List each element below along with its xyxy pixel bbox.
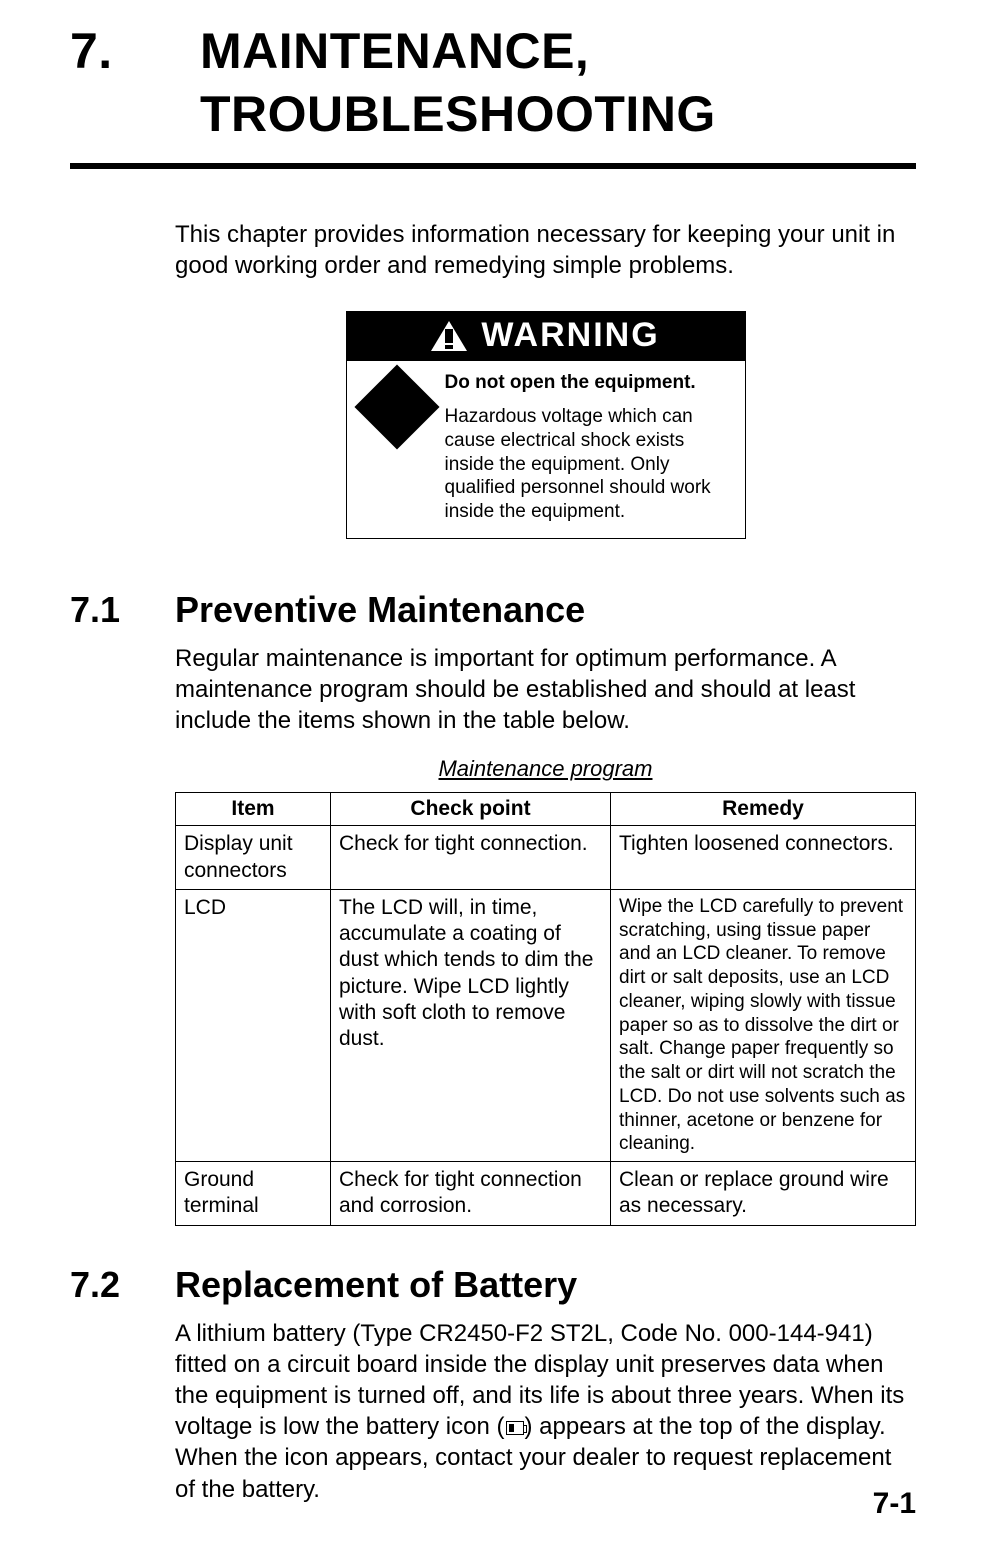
table-cell-remedy: Tighten loosened connectors.: [611, 826, 916, 890]
table-row: LCD The LCD will, in time, accumulate a …: [176, 889, 916, 1161]
chapter-title-line1: MAINTENANCE,: [200, 23, 589, 79]
chapter-title-line2: TROUBLESHOOTING: [200, 86, 716, 142]
warning-header: WARNING: [347, 312, 745, 361]
table-row: Display unit connectors Check for tight …: [176, 826, 916, 890]
table-cell-check: The LCD will, in time, accumulate a coat…: [331, 889, 611, 1161]
section-7-1-paragraph: Regular maintenance is important for opt…: [175, 643, 916, 737]
section-7-2-number: 7.2: [70, 1264, 175, 1306]
table-row: Ground terminal Check for tight connecti…: [176, 1162, 916, 1226]
section-7-2-heading: 7.2Replacement of Battery: [70, 1264, 916, 1306]
chapter-title: 7.MAINTENANCE, TROUBLESHOOTING: [70, 20, 916, 145]
section-7-1-heading: 7.1Preventive Maintenance: [70, 589, 916, 631]
warning-triangle-icon: [431, 321, 467, 351]
table-cell-check: Check for tight connection and corrosion…: [331, 1162, 611, 1226]
chapter-rule: [70, 163, 916, 169]
table-header-remedy: Remedy: [611, 793, 916, 826]
warning-body: Do not open the equipment. Hazardous vol…: [347, 361, 745, 538]
section-7-2-paragraph: A lithium battery (Type CR2450-F2 ST2L, …: [175, 1318, 916, 1505]
table-caption: Maintenance program: [175, 756, 916, 782]
table-cell-remedy: Wipe the LCD carefully to prevent scratc…: [611, 889, 916, 1161]
warning-text: Do not open the equipment. Hazardous vol…: [445, 371, 731, 524]
table-cell-remedy: Clean or replace ground wire as necessar…: [611, 1162, 916, 1226]
table-cell-item: LCD: [176, 889, 331, 1161]
warning-box: WARNING Do not open the equipment. Hazar…: [346, 311, 746, 539]
page-number: 7-1: [873, 1487, 916, 1521]
maintenance-table: Item Check point Remedy Display unit con…: [175, 792, 916, 1225]
section-7-1-number: 7.1: [70, 589, 175, 631]
table-header-item: Item: [176, 793, 331, 826]
table-cell-check: Check for tight connection.: [331, 826, 611, 890]
warning-header-text: WARNING: [481, 316, 659, 355]
table-header-row: Item Check point Remedy: [176, 793, 916, 826]
chapter-number: 7.: [70, 20, 200, 83]
table-header-checkpoint: Check point: [331, 793, 611, 826]
table-cell-item: Ground terminal: [176, 1162, 331, 1226]
intro-paragraph: This chapter provides information necess…: [175, 219, 916, 281]
section-7-1-title: Preventive Maintenance: [175, 589, 585, 630]
battery-icon: [506, 1421, 524, 1435]
section-7-2-title: Replacement of Battery: [175, 1264, 577, 1305]
warning-body-text: Hazardous voltage which can cause electr…: [445, 406, 711, 522]
electrical-shock-icon: [361, 371, 433, 443]
table-cell-item: Display unit connectors: [176, 826, 331, 890]
warning-bold-text: Do not open the equipment.: [445, 371, 731, 395]
